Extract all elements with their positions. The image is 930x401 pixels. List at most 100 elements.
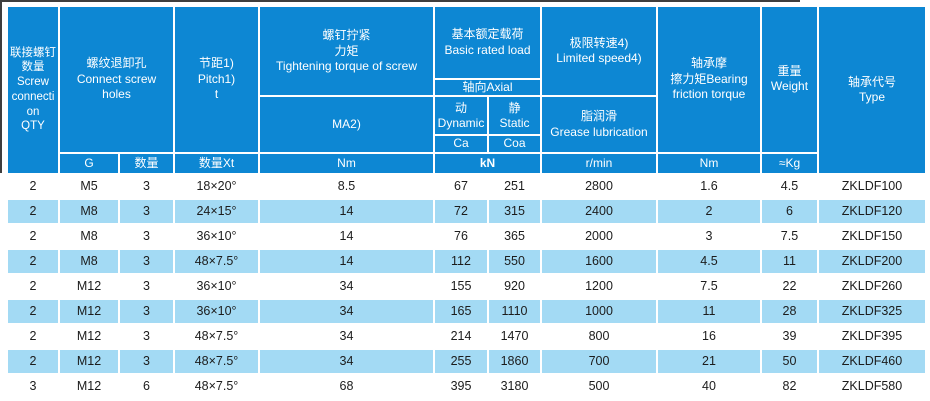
table-cell: 40: [656, 372, 762, 400]
bearing-spec-table: 联接螺钉 数量 Screw connecti on QTY 螺纹退卸孔 Conn…: [6, 4, 927, 400]
table-cell: M12: [58, 322, 120, 350]
table-cell: 3: [656, 222, 762, 250]
table-cell: 18×20°: [173, 172, 260, 200]
table-cell: 22: [760, 272, 819, 300]
table-cell: 2: [656, 197, 762, 225]
table-cell: 395: [433, 372, 489, 400]
table-cell: ZKLDF100: [817, 172, 927, 200]
table-cell: 3: [118, 322, 175, 350]
table-cell: 28: [760, 297, 819, 325]
header-static: 静 Static: [487, 95, 542, 137]
unit-approx-kg: ≈Kg: [760, 151, 819, 175]
table-cell: 920: [487, 272, 542, 300]
table-cell: 1470: [487, 322, 542, 350]
table-cell: 6: [118, 372, 175, 400]
table-cell: 48×7.5°: [173, 372, 260, 400]
table-cell: 2: [6, 347, 60, 375]
header-grease-lubrication: 脂润滑 Grease lubrication: [540, 95, 658, 154]
table-cell: 251: [487, 172, 542, 200]
table-cell: 165: [433, 297, 489, 325]
header-ma2: MA2): [258, 95, 435, 154]
table-cell: 3: [118, 247, 175, 275]
table-cell: 72: [433, 197, 489, 225]
table-cell: 2800: [540, 172, 658, 200]
table-cell: 214: [433, 322, 489, 350]
table-cell: 3: [118, 172, 175, 200]
header-connect-screw-holes: 螺纹退卸孔 Connect screw holes: [58, 5, 175, 154]
table-cell: 14: [258, 222, 435, 250]
header-coa: Coa: [487, 134, 542, 154]
table-cell: 550: [487, 247, 542, 275]
table-cell: 48×7.5°: [173, 247, 260, 275]
table-cell: 315: [487, 197, 542, 225]
photo-edge-top: [0, 0, 800, 2]
table-cell: M12: [58, 297, 120, 325]
table-cell: 1.6: [656, 172, 762, 200]
table-cell: 11: [656, 297, 762, 325]
table-row: 2 M12 3 48×7.5° 34 255 1860 700 21 50 ZKLDF460: [6, 347, 927, 375]
unit-kn: kN: [433, 151, 542, 175]
table-cell: ZKLDF150: [817, 222, 927, 250]
table-cell: 3: [118, 272, 175, 300]
table-row: 2 M8 3 24×15° 14 72 315 2400 2 6 ZKLDF120: [6, 197, 927, 225]
table-cell: 1200: [540, 272, 658, 300]
table-cell: 76: [433, 222, 489, 250]
table-cell: 3: [118, 297, 175, 325]
table-cell: M5: [58, 172, 120, 200]
table-cell: 2: [6, 272, 60, 300]
table-cell: 21: [656, 347, 762, 375]
table-cell: 67: [433, 172, 489, 200]
table-cell: 2: [6, 197, 60, 225]
table-row: 2 M12 3 36×10° 34 155 920 1200 7.5 22 ZKLDF260: [6, 272, 927, 300]
table-cell: 34: [258, 347, 435, 375]
table-cell: 255: [433, 347, 489, 375]
table-cell: 2000: [540, 222, 658, 250]
table-cell: 39: [760, 322, 819, 350]
table-cell: 6: [760, 197, 819, 225]
header-dynamic: 动 Dynamic: [433, 95, 489, 137]
table-cell: 4.5: [656, 247, 762, 275]
unit-r-min: r/min: [540, 151, 658, 175]
table-cell: 2: [6, 247, 60, 275]
table-cell: 2400: [540, 197, 658, 225]
table-cell: 36×10°: [173, 222, 260, 250]
table-cell: M8: [58, 247, 120, 275]
table-cell: ZKLDF395: [817, 322, 927, 350]
table-cell: 34: [258, 322, 435, 350]
table-cell: 700: [540, 347, 658, 375]
table-cell: ZKLDF460: [817, 347, 927, 375]
table-cell: 155: [433, 272, 489, 300]
table-cell: M12: [58, 347, 120, 375]
table-cell: 1860: [487, 347, 542, 375]
table-cell: 4.5: [760, 172, 819, 200]
table-cell: ZKLDF200: [817, 247, 927, 275]
table-cell: 48×7.5°: [173, 322, 260, 350]
table-cell: 365: [487, 222, 542, 250]
table-cell: 3: [6, 372, 60, 400]
header-ca: Ca: [433, 134, 489, 154]
header-type: 轴承代号 Type: [817, 5, 927, 175]
table-row: 2 M8 3 36×10° 14 76 365 2000 3 7.5 ZKLDF150: [6, 222, 927, 250]
table-cell: 82: [760, 372, 819, 400]
table-cell: ZKLDF580: [817, 372, 927, 400]
table-header: 联接螺钉 数量 Screw connecti on QTY 螺纹退卸孔 Conn…: [6, 4, 927, 175]
table-cell: 1600: [540, 247, 658, 275]
table-cell: 1000: [540, 297, 658, 325]
table-cell: M12: [58, 272, 120, 300]
table-cell: 11: [760, 247, 819, 275]
table-cell: 34: [258, 297, 435, 325]
table-cell: 2: [6, 222, 60, 250]
table-cell: 3: [118, 197, 175, 225]
table-cell: 7.5: [656, 272, 762, 300]
unit-qty: 数量: [118, 151, 175, 175]
header-screw-connection-qty: 联接螺钉 数量 Screw connecti on QTY: [6, 5, 60, 175]
table-cell: M12: [58, 372, 120, 400]
table-cell: 112: [433, 247, 489, 275]
header-pitch: 节距1) Pitch1) t: [173, 5, 260, 154]
table-cell: 48×7.5°: [173, 347, 260, 375]
unit-qty-xt: 数量Xt: [173, 151, 260, 175]
table-cell: 14: [258, 247, 435, 275]
table-cell: 2: [6, 297, 60, 325]
table-cell: 36×10°: [173, 297, 260, 325]
